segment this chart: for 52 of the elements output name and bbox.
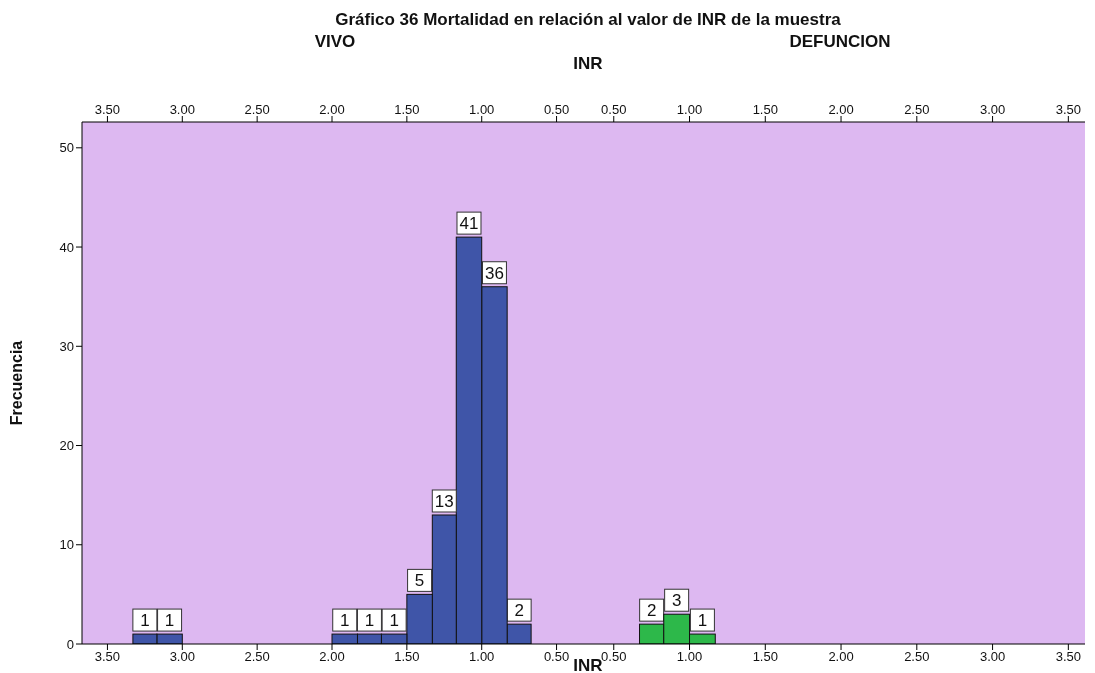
x-tick-label: 2.50 (244, 102, 270, 117)
y-axis-title: Frecuencia (7, 340, 25, 426)
x-tick-label: 1.00 (676, 102, 703, 117)
data-label: 1 (697, 611, 708, 631)
chart-title: Gráfico 36 Mortalidad en relación al valor de INR de la muestra (335, 10, 841, 30)
x-tick-label: 2.00 (828, 102, 854, 117)
x-tick-label: 2.00 (319, 102, 345, 117)
x2-tick-label: 3.50 (94, 649, 121, 665)
chart-subtitle: VIVO (314, 32, 356, 52)
x2-tick-label: 2.00 (319, 649, 345, 665)
x-tick-label: 0.50 (543, 102, 570, 117)
x2-tick-label: 2.00 (828, 649, 854, 665)
data-label: 1 (140, 611, 150, 631)
x-tick-label: 3.50 (94, 102, 121, 117)
x2-tick-label: 3.50 (1055, 649, 1081, 665)
x-tick-label: 3.50 (1055, 102, 1081, 117)
data-label: 41 (459, 214, 479, 234)
x2-tick-label: 1.00 (469, 649, 495, 665)
data-label: 36 (484, 263, 504, 283)
data-label: 1 (340, 611, 350, 631)
x-tick-label: 0.50 (601, 102, 627, 117)
x2-tick-label: 1.50 (752, 649, 778, 665)
y-tick-label: 0 (66, 636, 74, 652)
x-tick-label: 2.50 (904, 102, 930, 117)
x2-tick-label: 3.00 (169, 649, 195, 665)
data-label: 2 (514, 601, 524, 621)
x2-axis-title: INR (573, 54, 603, 74)
y-tick-label: 20 (59, 438, 74, 454)
data-label: 1 (389, 611, 399, 631)
data-label: 1 (164, 611, 175, 631)
y-tick-label: 50 (59, 140, 74, 156)
data-label: 3 (671, 591, 682, 611)
x2-tick-label: 0.50 (601, 649, 627, 665)
y-tick-label: 30 (59, 338, 74, 354)
y-tick-label: 40 (59, 239, 74, 255)
data-label: 13 (434, 491, 454, 511)
y-tick-label: 10 (59, 537, 74, 553)
x2-tick-label: 0.50 (543, 649, 570, 665)
x2-tick-label: 2.50 (904, 649, 930, 665)
data-label: 2 (646, 601, 657, 621)
x-tick-label: 1.50 (394, 102, 420, 117)
x-tick-label: 1.00 (469, 102, 495, 117)
data-label: 1 (364, 611, 375, 631)
chart-subtitle: DEFUNCION (789, 32, 891, 52)
x2-tick-label: 1.00 (676, 649, 703, 665)
x-tick-label: 3.00 (169, 102, 195, 117)
x2-tick-label: 3.00 (979, 649, 1006, 665)
x2-tick-label: 2.50 (244, 649, 270, 665)
x-tick-label: 3.00 (979, 102, 1006, 117)
x2-tick-label: 1.50 (394, 649, 420, 665)
x-tick-label: 1.50 (752, 102, 778, 117)
data-label: 5 (414, 571, 425, 591)
